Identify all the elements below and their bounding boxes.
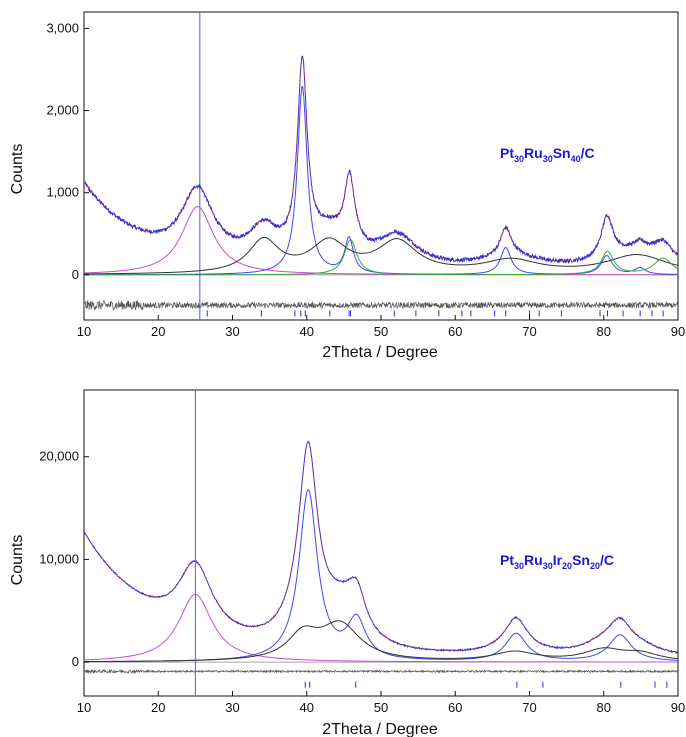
chart-panel-bottom: Pt30Ru30Ir20Sn20/C Counts 2Theta / Degre… <box>9 389 685 737</box>
plot-area <box>84 390 678 696</box>
plot-area <box>84 12 678 320</box>
x-tick-label: 90 <box>671 324 685 339</box>
x-axis-label: 2Theta / Degree <box>322 344 438 361</box>
x-tick-label: 40 <box>300 324 314 339</box>
observed-pattern <box>84 55 678 265</box>
x-tick-label: 60 <box>448 324 462 339</box>
chart-panel-top: Pt30Ru30Sn40/C Counts 2Theta / Degree 10… <box>9 11 685 361</box>
x-tick-label: 70 <box>522 324 536 339</box>
x-tick-label: 10 <box>77 324 91 339</box>
x-tick-label: 40 <box>300 700 314 715</box>
y-tick-label: 20,000 <box>39 449 79 464</box>
x-tick-label: 20 <box>151 324 165 339</box>
difference-curve <box>84 299 678 311</box>
x-tick-label: 30 <box>225 324 239 339</box>
component-curve-phase-3 <box>84 238 678 276</box>
component-curve-carbon <box>84 593 678 663</box>
plot-frame <box>83 389 679 697</box>
x-tick-label: 70 <box>522 700 536 715</box>
observed-pattern <box>84 440 678 654</box>
chart-title: Pt30Ru30Sn40/C <box>500 145 595 164</box>
y-tick-label: 3,000 <box>46 20 79 35</box>
y-tick-label: 1,000 <box>46 185 79 200</box>
x-tick-label: 80 <box>597 324 611 339</box>
x-tick-label: 60 <box>448 700 462 715</box>
y-tick-label: 2,000 <box>46 103 79 118</box>
y-tick-label: 10,000 <box>39 551 79 566</box>
component-curve-phase-2 <box>84 620 678 663</box>
chart-title: Pt30Ru30Ir20Sn20/C <box>500 552 614 571</box>
x-tick-label: 10 <box>77 700 91 715</box>
x-tick-label: 80 <box>597 700 611 715</box>
component-curve-phase-1 <box>84 489 678 663</box>
y-axis-label: Counts <box>9 144 26 195</box>
calculated-pattern <box>84 441 678 654</box>
x-tick-label: 30 <box>225 700 239 715</box>
x-tick-label: 50 <box>374 324 388 339</box>
x-tick-label: 90 <box>671 700 685 715</box>
component-curve-carbon <box>84 206 678 276</box>
x-tick-label: 50 <box>374 700 388 715</box>
y-axis-label: Counts <box>9 535 26 586</box>
difference-curve <box>84 668 678 675</box>
x-axis-label: 2Theta / Degree <box>322 721 438 737</box>
y-tick-label: 0 <box>72 267 79 282</box>
x-tick-label: 20 <box>151 700 165 715</box>
y-tick-label: 0 <box>72 654 79 669</box>
component-curve-phase-2 <box>84 236 678 275</box>
